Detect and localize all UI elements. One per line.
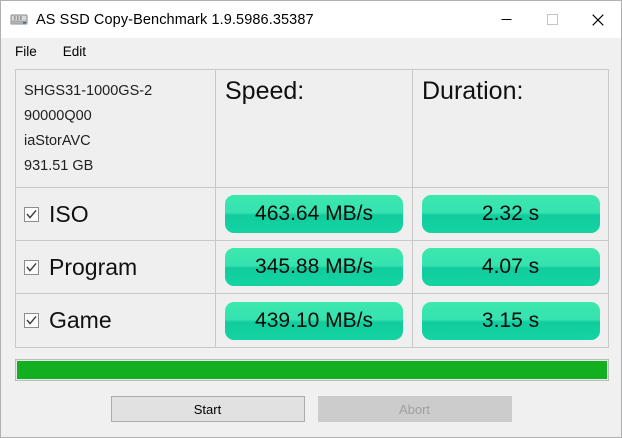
drive-capacity: 931.51 GB	[24, 158, 94, 174]
duration-column-header: Duration:	[413, 70, 608, 187]
speed-column-header: Speed:	[216, 70, 413, 187]
table-row: ISO 463.64 MB/s 2.32 s	[16, 188, 608, 241]
menu-bar: File Edit	[1, 38, 621, 65]
test-program-cell: Program	[16, 241, 216, 293]
drive-controller: iaStorAVC	[24, 133, 91, 149]
table-header-row: SHGS31-1000GS-2 90000Q00 iaStorAVC 931.5…	[16, 70, 608, 188]
speed-badge-game: 439.10 MB/s	[225, 301, 403, 340]
test-name-iso: ISO	[49, 200, 89, 227]
button-row: Start Abort	[15, 396, 607, 422]
progress-bar-fill	[17, 361, 607, 379]
title-bar: AS SSD Copy-Benchmark 1.9.5986.35387	[1, 1, 621, 38]
test-name-game: Game	[49, 307, 112, 333]
maximize-icon[interactable]	[529, 1, 575, 38]
duration-badge-iso: 2.32 s	[421, 195, 600, 233]
drive-firmware: 90000Q00	[24, 108, 92, 124]
speed-cell-game: 439.10 MB/s	[216, 294, 413, 347]
table-row: Program 345.88 MB/s 4.07 s	[16, 241, 608, 294]
speed-badge-program: 345.88 MB/s	[225, 248, 403, 286]
window-controls	[483, 1, 621, 38]
speed-badge-iso: 463.64 MB/s	[225, 195, 403, 233]
drive-info-cell: SHGS31-1000GS-2 90000Q00 iaStorAVC 931.5…	[16, 70, 216, 187]
duration-cell-program: 4.07 s	[413, 241, 608, 293]
speed-cell-program: 345.88 MB/s	[216, 241, 413, 293]
duration-badge-program: 4.07 s	[421, 248, 600, 286]
checkbox-game[interactable]	[24, 313, 39, 328]
test-game-cell: Game	[16, 294, 216, 347]
test-name-program: Program	[49, 253, 138, 280]
duration-column-label: Duration:	[422, 77, 524, 105]
benchmark-table: SHGS31-1000GS-2 90000Q00 iaStorAVC 931.5…	[15, 69, 609, 348]
start-button[interactable]: Start	[110, 396, 305, 422]
progress-bar	[15, 359, 609, 381]
close-icon[interactable]	[575, 1, 621, 38]
table-row: Game 439.10 MB/s 3.15 s	[16, 294, 608, 347]
checkbox-program[interactable]	[24, 259, 39, 275]
test-iso-cell: ISO	[16, 188, 216, 240]
duration-cell-iso: 2.32 s	[413, 188, 608, 240]
speed-cell-iso: 463.64 MB/s	[216, 188, 413, 240]
minimize-icon[interactable]	[483, 1, 529, 38]
duration-badge-game: 3.15 s	[421, 301, 600, 340]
menu-item-file[interactable]: File	[15, 43, 37, 59]
drive-model: SHGS31-1000GS-2	[24, 83, 153, 99]
checkbox-iso[interactable]	[24, 206, 39, 222]
ssd-drive-icon	[8, 9, 30, 31]
speed-column-label: Speed:	[225, 77, 305, 105]
duration-cell-game: 3.15 s	[413, 294, 608, 347]
main-content: SHGS31-1000GS-2 90000Q00 iaStorAVC 931.5…	[1, 65, 621, 437]
abort-button: Abort	[317, 396, 512, 422]
window-title: AS SSD Copy-Benchmark 1.9.5986.35387	[36, 11, 314, 28]
menu-item-edit[interactable]: Edit	[62, 43, 87, 59]
